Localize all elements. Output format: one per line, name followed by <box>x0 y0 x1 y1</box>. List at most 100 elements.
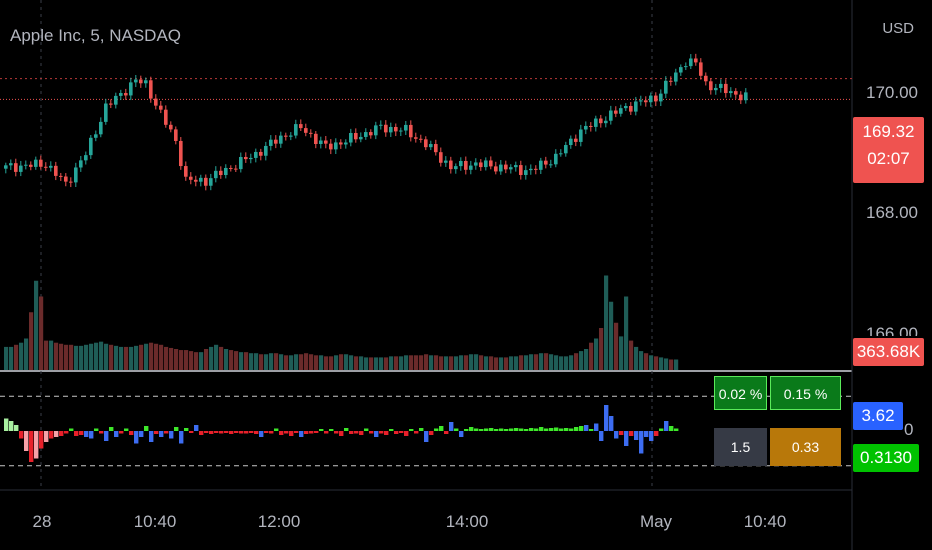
volume-bar <box>159 344 164 370</box>
oscillator-bar <box>504 429 509 431</box>
volume-bar <box>404 355 409 370</box>
oscillator-bar <box>474 428 479 431</box>
candle-body <box>354 133 358 140</box>
oscillator-bar <box>534 428 539 431</box>
oscillator-bar <box>139 431 144 437</box>
candle-body <box>494 166 498 172</box>
volume-bar <box>189 351 194 370</box>
volume-bar <box>84 344 89 370</box>
volume-bar <box>364 357 369 370</box>
volume-bar <box>229 350 234 370</box>
volume-bar <box>109 344 114 370</box>
volume-bar <box>464 355 469 370</box>
volume-bar <box>29 312 34 370</box>
candle-body <box>209 178 213 186</box>
oscillator-bar <box>604 405 609 431</box>
candle-body <box>404 124 408 131</box>
candle-body <box>359 136 363 140</box>
volume-bar <box>294 354 299 370</box>
oscillator-bar <box>614 431 619 439</box>
oscillator-bar <box>524 429 529 431</box>
volume-bar <box>554 355 559 370</box>
oscillator-bar <box>249 431 254 433</box>
candle-body <box>639 100 643 102</box>
candle-body <box>384 124 388 133</box>
indicator-value-tag-green: 0.3130 <box>853 444 919 472</box>
volume-bar <box>584 349 589 370</box>
candle-body <box>74 167 78 183</box>
volume-bar <box>434 355 439 370</box>
oscillator-bar <box>214 431 219 433</box>
volume-bar <box>444 356 449 370</box>
volume-bar <box>59 343 64 370</box>
candle-body <box>79 160 83 168</box>
volume-bar <box>334 355 339 370</box>
oscillator-bar <box>674 428 679 431</box>
candle-body <box>229 167 233 169</box>
candle-body <box>4 165 8 169</box>
volume-bar <box>54 342 59 370</box>
volume-bar <box>659 357 664 370</box>
volume-bar <box>174 349 179 370</box>
volume-tag: 363.68K <box>853 338 924 366</box>
volume-bar <box>324 356 329 370</box>
candle-body <box>419 138 423 140</box>
candle-body <box>349 133 353 143</box>
volume-bar <box>474 354 479 370</box>
oscillator-bar <box>44 431 49 442</box>
oscillator-bar <box>564 428 569 431</box>
candle-body <box>669 80 673 82</box>
volume-bar <box>589 342 594 370</box>
oscillator-bar <box>284 431 289 434</box>
volume-bar <box>469 354 474 370</box>
volume-bar <box>274 353 279 370</box>
indicator-value-tag-blue: 3.62 <box>853 402 903 430</box>
candle-body <box>324 140 328 144</box>
oscillator-bar <box>274 428 279 431</box>
volume-bar <box>539 353 544 370</box>
volume-bar <box>154 343 159 370</box>
oscillator-bar <box>429 431 434 435</box>
candle-body <box>429 144 433 148</box>
candle-body <box>644 100 648 103</box>
candle-body <box>549 164 553 166</box>
candle-body <box>504 164 508 170</box>
candle-body <box>164 109 168 125</box>
price-scale-label: 166.00 <box>866 324 918 336</box>
oscillator-bar <box>24 431 29 451</box>
volume-bar <box>389 356 394 370</box>
oscillator-bar <box>319 429 324 431</box>
price-scale-label: 170.00 <box>866 83 918 102</box>
candle-body <box>264 145 268 156</box>
volume-bar <box>74 345 79 370</box>
candle-body <box>539 160 543 170</box>
volume-bar <box>354 356 359 370</box>
candle-body <box>604 120 608 124</box>
volume-bar <box>4 346 9 370</box>
candle-body <box>589 125 593 127</box>
volume-bar <box>304 353 309 370</box>
volume-bar <box>544 353 549 370</box>
volume-bar <box>499 357 504 370</box>
candle-body <box>69 181 73 183</box>
candle-body <box>234 168 238 170</box>
volume-bar <box>519 355 524 370</box>
volume-bar <box>634 346 639 370</box>
candle-body <box>649 95 653 103</box>
oscillator-bar <box>509 428 514 431</box>
volume-bar <box>234 351 239 370</box>
time-axis-label: May <box>639 512 673 531</box>
candle-body <box>219 170 223 176</box>
volume-bar <box>409 355 414 370</box>
volume-bar <box>524 355 529 370</box>
candle-body <box>679 67 683 73</box>
candle-body <box>594 118 598 127</box>
candle-body <box>534 168 538 170</box>
candle-body <box>719 83 723 88</box>
oscillator-bar <box>409 429 414 431</box>
oscillator-bar <box>114 431 119 437</box>
oscillator-bar <box>559 428 564 431</box>
volume-bar <box>674 359 679 370</box>
volume-bar <box>439 356 444 370</box>
